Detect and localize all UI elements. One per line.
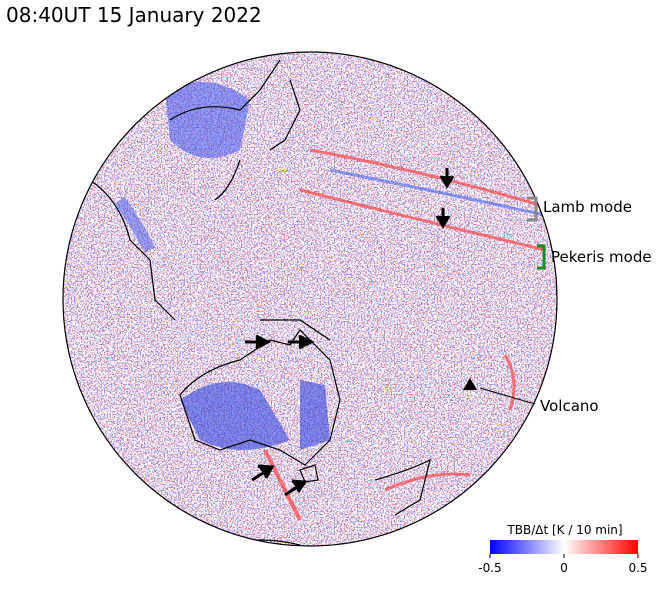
lamb-bracket (527, 196, 538, 222)
disk-edge (62, 51, 558, 547)
pekeris-bracket (537, 244, 546, 270)
colorbar: TBB/Δt [K / 10 min] -0.5 0 0.5 (478, 523, 647, 575)
satellite-disk (63, 52, 557, 546)
lamb-label: Lamb mode (543, 198, 632, 216)
colorbar-gradient (490, 540, 638, 554)
colorbar-tick-label: -0.5 (478, 561, 501, 575)
arrows (245, 168, 536, 497)
colorbar-label: TBB/Δt [K / 10 min] (506, 523, 622, 537)
colorbar-tick-label: 0 (560, 561, 568, 575)
colorbar-tick-label: 0.5 (628, 561, 647, 575)
pekeris-label: Pekeris mode (551, 248, 652, 266)
volcano-label: Volcano (540, 397, 599, 415)
title: 08:40UT 15 January 2022 (6, 3, 262, 27)
